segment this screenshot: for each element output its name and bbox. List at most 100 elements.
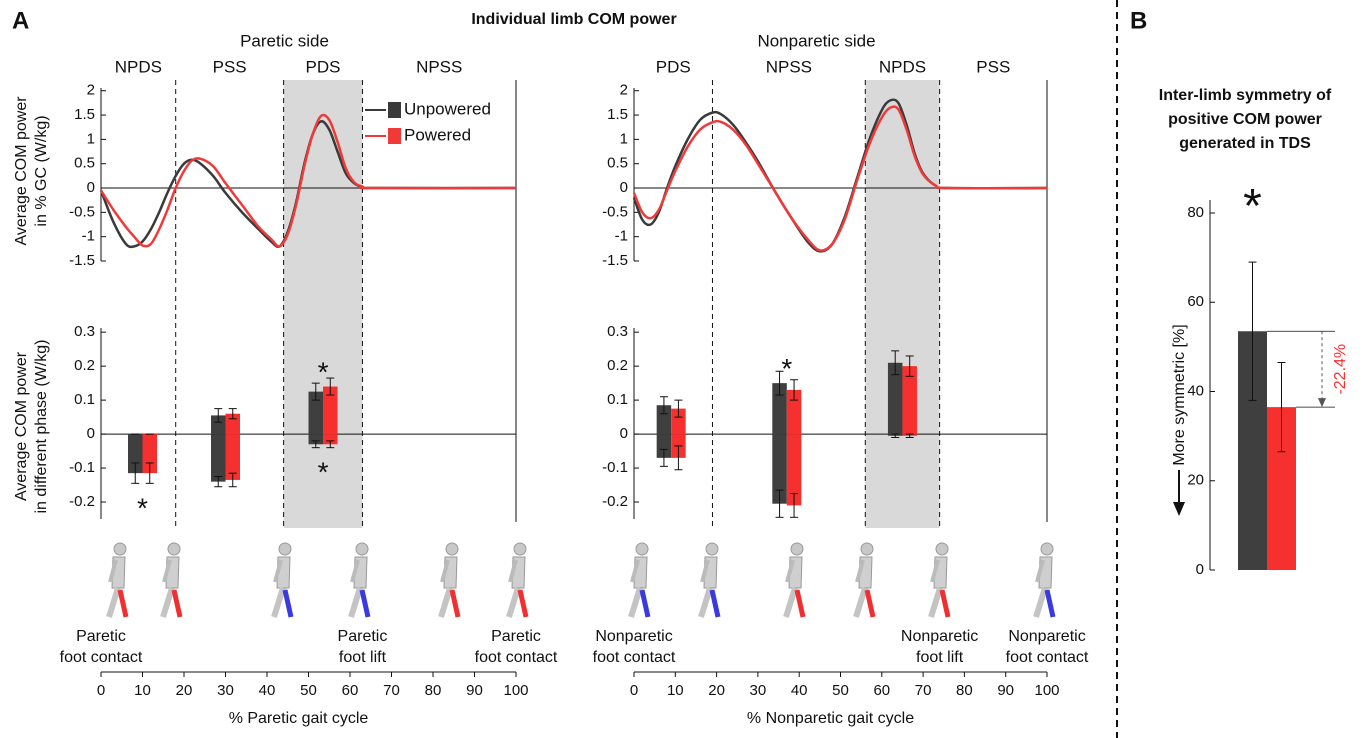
y-tick-label: -1.5 <box>69 252 95 269</box>
error-bar <box>311 440 320 449</box>
legend-label: Powered <box>404 125 471 144</box>
bar <box>786 389 802 435</box>
error-bar <box>659 448 668 467</box>
walker-figure <box>106 542 129 618</box>
error-bar <box>891 350 900 376</box>
error-bar <box>214 408 223 423</box>
y-tick-label: 1.5 <box>607 106 628 123</box>
walker-leg <box>160 587 175 618</box>
x-tick-label: 0 <box>97 682 105 699</box>
walker-leg-highlight <box>639 589 651 618</box>
bar <box>656 434 672 458</box>
event-label: Nonparetic <box>901 628 978 645</box>
error-bar <box>905 355 914 377</box>
walker-figure <box>160 542 183 618</box>
phase-label: PSS <box>213 57 247 76</box>
walker-head <box>705 542 719 556</box>
event-label: Paretic <box>491 628 541 645</box>
error-bar <box>790 379 799 401</box>
event-label: foot contact <box>1006 649 1089 666</box>
x-tick-label: 60 <box>873 682 890 699</box>
event-label: foot contact <box>475 649 558 666</box>
walker-leg-highlight <box>359 589 371 618</box>
walker-figure <box>438 542 461 618</box>
walker-leg-highlight <box>517 589 529 618</box>
y-tick-label: -1 <box>82 228 95 245</box>
walker-arm <box>785 559 795 583</box>
x-tick-label: 50 <box>832 682 849 699</box>
x-tick-label: 100 <box>1034 682 1059 699</box>
chart-title: Inter-limb symmetry of <box>1159 87 1332 104</box>
error-bar <box>326 377 335 396</box>
event-label: Nonparetic <box>1008 628 1085 645</box>
walker-head <box>635 542 649 556</box>
phase-label: PSS <box>976 57 1010 76</box>
panel-label: A <box>12 7 29 34</box>
shaded-phase <box>283 80 363 528</box>
walker-leg-highlight <box>864 589 876 618</box>
y-tick-label: 2 <box>620 82 628 99</box>
walker-arm <box>508 559 518 583</box>
legend-swatch <box>388 102 401 118</box>
y-tick-label: 1 <box>620 130 628 147</box>
walker-figure <box>1033 542 1056 618</box>
walker-arm <box>350 559 360 583</box>
bar <box>225 434 240 480</box>
x-axis-label: % Paretic gait cycle <box>229 710 369 727</box>
change-label: -22.4% <box>1332 344 1349 395</box>
phase-label: NPDS <box>115 57 162 76</box>
bar <box>656 405 672 435</box>
walker-head <box>790 542 804 556</box>
walker-head <box>935 542 949 556</box>
walker-leg <box>438 587 453 618</box>
error-bar <box>905 433 914 438</box>
significance: * <box>318 357 329 388</box>
walker-head <box>445 542 459 556</box>
y-tick-label: 0.5 <box>607 155 628 172</box>
y-axis-label: Average COM power <box>13 351 30 501</box>
x-tick-label: 40 <box>791 682 808 699</box>
y-tick-label: 0.3 <box>74 323 95 340</box>
x-tick-label: 30 <box>217 682 234 699</box>
walker-arm <box>930 559 940 583</box>
walker-head <box>355 542 369 556</box>
walking-figures <box>106 542 1056 618</box>
error-bar <box>228 472 237 488</box>
walker-leg <box>271 587 286 618</box>
walker-leg <box>698 587 713 618</box>
y-tick-label: -0.5 <box>602 203 628 220</box>
error-bar <box>674 399 683 418</box>
panel-label: B <box>1130 7 1147 34</box>
phase-label: PDS <box>306 57 341 76</box>
walker-head <box>278 542 292 556</box>
y-tick-label: 80 <box>1187 204 1204 221</box>
error-bar <box>131 462 140 484</box>
y-tick-label: 40 <box>1187 382 1204 399</box>
y-tick-label: -0.2 <box>69 493 95 510</box>
walker-figure <box>628 542 651 618</box>
event-label: Paretic <box>76 628 126 645</box>
direction-arrowhead <box>1173 502 1185 516</box>
x-tick-label: 20 <box>708 682 725 699</box>
walker-figure <box>506 542 529 618</box>
bar <box>786 434 802 506</box>
error-bar <box>1277 361 1286 453</box>
phase-label: NPSS <box>416 57 462 76</box>
error-bar <box>145 462 154 484</box>
x-tick-label: 50 <box>300 682 317 699</box>
change-arrowhead <box>1318 398 1326 408</box>
error-bar <box>659 396 668 415</box>
y-axis-label: in different phase (W/kg) <box>33 339 50 513</box>
y-tick-label: 0.5 <box>74 155 95 172</box>
x-tick-label: 10 <box>134 682 151 699</box>
bar <box>772 434 787 504</box>
event-label: Nonparetic <box>595 628 672 645</box>
y-tick-label: 0 <box>87 425 95 442</box>
bar <box>772 383 787 435</box>
y-tick-label: 0 <box>1196 561 1204 578</box>
y-tick-label: 0.2 <box>74 357 95 374</box>
y-tick-label: 0 <box>87 179 95 196</box>
error-bar <box>790 493 799 518</box>
y-axis-label: Average COM power <box>13 96 30 246</box>
